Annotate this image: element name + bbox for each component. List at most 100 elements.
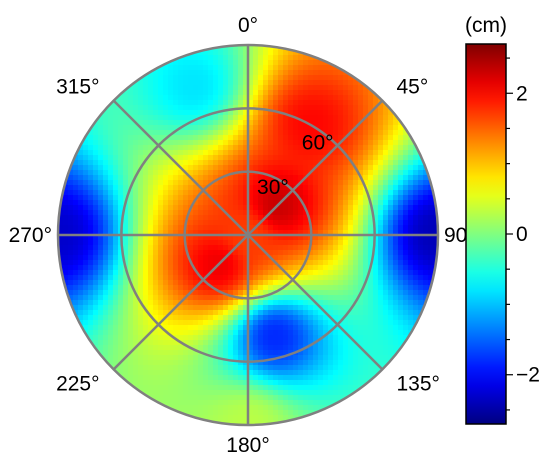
heatmap-cell: [243, 250, 249, 256]
heatmap-cell: [233, 265, 239, 271]
heatmap-cell: [118, 180, 124, 186]
heatmap-cell: [278, 145, 284, 151]
heatmap-cell: [263, 100, 269, 106]
heatmap-cell: [123, 365, 129, 371]
heatmap-cell: [313, 240, 319, 246]
heatmap-cell: [248, 120, 254, 126]
heatmap-cell: [333, 240, 339, 246]
heatmap-cell: [228, 160, 234, 166]
heatmap-cell: [313, 315, 319, 321]
heatmap-cell: [198, 160, 204, 166]
heatmap-cell: [138, 290, 144, 296]
heatmap-cell: [283, 390, 289, 396]
heatmap-cell: [238, 200, 244, 206]
heatmap-cell: [283, 365, 289, 371]
heatmap-cell: [273, 100, 279, 106]
heatmap-cell: [383, 265, 389, 271]
heatmap-cell: [128, 190, 134, 196]
heatmap-cell: [283, 70, 289, 76]
heatmap-cell: [353, 385, 359, 391]
heatmap-cell: [218, 190, 224, 196]
heatmap-cell: [93, 135, 99, 141]
heatmap-cell: [213, 210, 219, 216]
heatmap-cell: [268, 265, 274, 271]
heatmap-cell: [353, 130, 359, 136]
heatmap-cell: [78, 245, 84, 251]
heatmap-cell: [208, 80, 214, 86]
heatmap-cell: [253, 270, 259, 276]
heatmap-cell: [208, 100, 214, 106]
heatmap-cell: [218, 250, 224, 256]
heatmap-cell: [98, 230, 104, 236]
heatmap-cell: [333, 290, 339, 296]
heatmap-cell: [388, 110, 394, 116]
heatmap-cell: [223, 155, 229, 161]
heatmap-cell: [153, 150, 159, 156]
heatmap-cell: [58, 245, 64, 251]
heatmap-cell: [383, 210, 389, 216]
heatmap-cell: [158, 335, 164, 341]
heatmap-cell: [323, 300, 329, 306]
heatmap-cell: [238, 280, 244, 286]
heatmap-cell: [108, 135, 114, 141]
heatmap-cell: [348, 390, 354, 396]
heatmap-cell: [98, 300, 104, 306]
heatmap-cell: [118, 270, 124, 276]
heatmap-cell: [318, 95, 324, 101]
heatmap-cell: [178, 235, 184, 241]
heatmap-cell: [93, 315, 99, 321]
heatmap-cell: [298, 165, 304, 171]
heatmap-cell: [233, 125, 239, 131]
heatmap-cell: [268, 45, 274, 51]
heatmap-cell: [388, 135, 394, 141]
heatmap-cell: [243, 420, 249, 425]
heatmap-cell: [373, 250, 379, 256]
heatmap-cell: [233, 70, 239, 76]
heatmap-cell: [223, 325, 229, 331]
heatmap-cell: [328, 350, 334, 356]
heatmap-cell: [418, 305, 424, 311]
heatmap-cell: [268, 260, 274, 266]
heatmap-cell: [198, 300, 204, 306]
heatmap-cell: [218, 195, 224, 201]
heatmap-cell: [173, 355, 179, 361]
heatmap-cell: [348, 370, 354, 376]
heatmap-cell: [113, 235, 119, 241]
heatmap-cell: [163, 365, 169, 371]
heatmap-cell: [308, 350, 314, 356]
heatmap-cell: [193, 215, 199, 221]
heatmap-cell: [403, 225, 409, 231]
heatmap-cell: [133, 85, 139, 91]
heatmap-cell: [128, 335, 134, 341]
heatmap-cell: [228, 175, 234, 181]
heatmap-cell: [298, 105, 304, 111]
heatmap-cell: [133, 240, 139, 246]
heatmap-cell: [233, 420, 239, 425]
heatmap-cell: [298, 90, 304, 96]
heatmap-cell: [108, 325, 114, 331]
heatmap-cell: [193, 80, 199, 86]
heatmap-cell: [363, 150, 369, 156]
heatmap-cell: [243, 255, 249, 261]
heatmap-cell: [103, 230, 109, 236]
heatmap-cell: [428, 205, 434, 211]
heatmap-cell: [343, 260, 349, 266]
heatmap-cell: [243, 325, 249, 331]
heatmap-cell: [268, 385, 274, 391]
heatmap-cell: [303, 155, 309, 161]
heatmap-cell: [343, 230, 349, 236]
heatmap-cell: [188, 70, 194, 76]
heatmap-cell: [338, 175, 344, 181]
heatmap-cell: [273, 340, 279, 346]
heatmap-cell: [333, 235, 339, 241]
heatmap-cell: [318, 105, 324, 111]
heatmap-cell: [213, 385, 219, 391]
heatmap-cell: [403, 305, 409, 311]
heatmap-cell: [148, 220, 154, 226]
heatmap-cell: [73, 175, 79, 181]
heatmap-cell: [373, 85, 379, 91]
heatmap-cell: [358, 90, 364, 96]
heatmap-cell: [133, 340, 139, 346]
heatmap-cell: [303, 160, 309, 166]
heatmap-cell: [223, 185, 229, 191]
